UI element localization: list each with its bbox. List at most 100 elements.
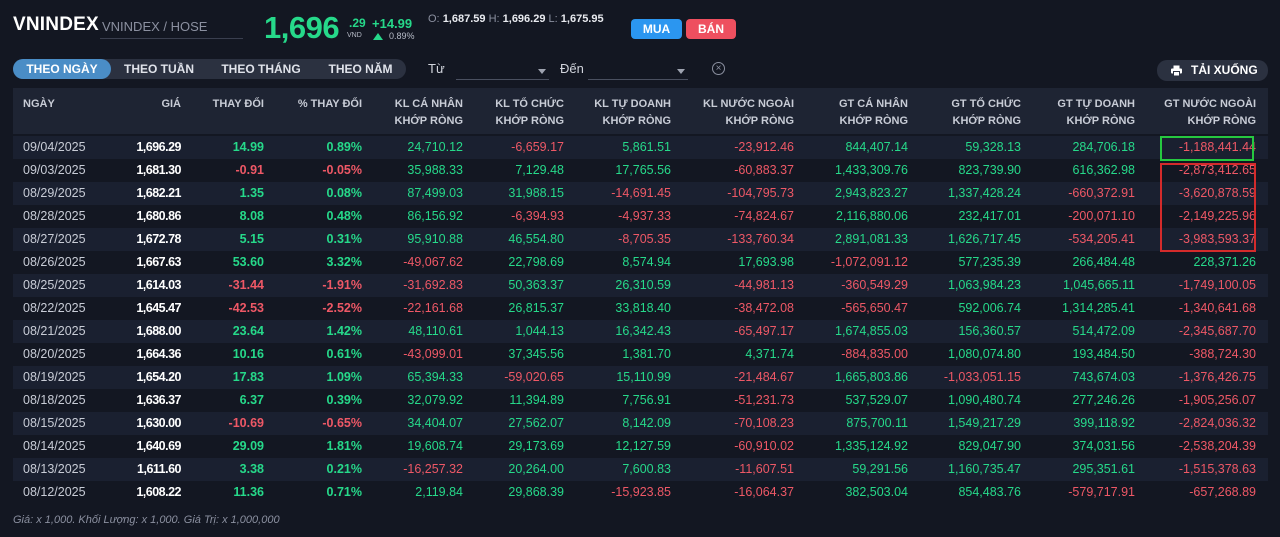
last-price: 1,696: [264, 10, 340, 45]
column-header-kl-nuoc-ngoai: KL NƯỚC NGOÀI KHỚP RÒNG: [674, 88, 794, 134]
cell-change-pct: 0.21%: [326, 462, 362, 476]
download-button[interactable]: TẢI XUỐNG: [1157, 60, 1268, 81]
cell-kl-ca-nhan: 32,079.92: [407, 393, 463, 407]
cell-change: 1.35: [239, 186, 264, 200]
table-row[interactable]: 08/13/2025 1,611.60 3.38 0.21% -16,257.32 20,…: [13, 458, 1268, 481]
cell-gt-to-chuc: 1,549,217.29: [948, 416, 1021, 430]
cell-kl-nuoc-ngoai: -11,607.51: [735, 462, 794, 476]
table-row[interactable]: 08/15/2025 1,630.00 -10.69 -0.65% 34,404.07 2…: [13, 412, 1268, 435]
table-row[interactable]: 08/19/2025 1,654.20 17.83 1.09% 65,394.33 -59…: [13, 366, 1268, 389]
cell-gt-nuoc-ngoai: -3,983,593.37: [1178, 232, 1256, 246]
ohl-summary: O: 1,687.59 H: 1,696.29 L: 1,675.95: [428, 13, 604, 25]
cell-date: 08/15/2025: [23, 416, 86, 430]
symbol-subtitle: VNINDEX / HOSE: [102, 19, 208, 34]
cell-change: 6.37: [239, 393, 264, 407]
cell-gt-tu-doanh: 284,706.18: [1072, 140, 1135, 154]
close-circle-icon[interactable]: ×: [712, 62, 725, 75]
cell-date: 08/25/2025: [23, 278, 86, 292]
cell-price: 1,654.20: [136, 370, 181, 384]
cell-gt-to-chuc: 232,417.01: [958, 209, 1021, 223]
cell-kl-ca-nhan: -22,161.68: [403, 301, 463, 315]
cell-gt-nuoc-ngoai: -2,538,204.39: [1178, 439, 1256, 453]
cell-gt-ca-nhan: -884,835.00: [841, 347, 908, 361]
cell-change: 5.15: [239, 232, 264, 246]
table-row[interactable]: 09/03/2025 1,681.30 -0.91 -0.05% 35,988.33 7,…: [13, 159, 1268, 182]
table-row[interactable]: 08/21/2025 1,688.00 23.64 1.42% 48,110.61 1,0…: [13, 320, 1268, 343]
table-row[interactable]: 08/22/2025 1,645.47 -42.53 -2.52% -22,161.68…: [13, 297, 1268, 320]
cell-kl-to-chuc: 26,815.37: [508, 301, 564, 315]
cell-kl-tu-doanh: 33,818.40: [615, 301, 671, 315]
chevron-down-icon: [538, 69, 546, 74]
cell-gt-to-chuc: 854,483.76: [958, 485, 1021, 499]
tab-yearly[interactable]: THEO NĂM: [328, 62, 393, 76]
cell-change: 11.36: [233, 485, 264, 499]
cell-gt-nuoc-ngoai: -2,149,225.96: [1178, 209, 1256, 223]
cell-price: 1,682.21: [136, 186, 181, 200]
cell-gt-tu-doanh: 266,484.48: [1072, 255, 1135, 269]
cell-kl-to-chuc: 29,868.39: [508, 485, 564, 499]
column-header-change: THAY ĐỔI: [144, 88, 264, 134]
table-row[interactable]: 08/29/2025 1,682.21 1.35 0.08% 87,499.03 31,9…: [13, 182, 1268, 205]
cell-gt-tu-doanh: 1,045,665.11: [1062, 278, 1135, 292]
table-row[interactable]: 09/04/2025 1,696.29 14.99 0.89% 24,710.12 -6,…: [13, 136, 1268, 159]
cell-gt-nuoc-ngoai: -1,515,378.63: [1178, 462, 1256, 476]
cell-kl-ca-nhan: 2,119.84: [415, 485, 463, 499]
cell-kl-tu-doanh: 16,342.43: [615, 324, 671, 338]
cell-gt-ca-nhan: 2,891,081.33: [835, 232, 908, 246]
from-date-picker[interactable]: [456, 59, 549, 80]
cell-date: 08/26/2025: [23, 255, 86, 269]
cell-kl-tu-doanh: 12,127.59: [615, 439, 671, 453]
column-header-label: NGÀY: [23, 98, 55, 110]
cell-kl-nuoc-ngoai: -104,795.73: [727, 186, 794, 200]
table-row[interactable]: 08/18/2025 1,636.37 6.37 0.39% 32,079.92 11,3…: [13, 389, 1268, 412]
table-row[interactable]: 08/27/2025 1,672.78 5.15 0.31% 95,910.88 46,5…: [13, 228, 1268, 251]
table-row[interactable]: 08/20/2025 1,664.36 10.16 0.61% -43,099.01 37…: [13, 343, 1268, 366]
to-date-picker[interactable]: [588, 59, 688, 80]
price-change-pct: 0.89%: [389, 31, 415, 41]
cell-kl-to-chuc: 22,798.69: [508, 255, 564, 269]
cell-price: 1,614.03: [136, 278, 181, 292]
cell-change: 14.99: [232, 140, 264, 154]
table-row[interactable]: 08/14/2025 1,640.69 29.09 1.81% 19,608.74 29,…: [13, 435, 1268, 458]
cell-gt-ca-nhan: 1,665,803.86: [835, 370, 908, 384]
cell-kl-tu-doanh: 7,600.83: [622, 462, 671, 476]
table-row[interactable]: 08/25/2025 1,614.03 -31.44 -1.91% -31,692.83…: [13, 274, 1268, 297]
tab-monthly[interactable]: THEO THÁNG: [221, 62, 301, 76]
table-row[interactable]: 08/26/2025 1,667.63 53.60 3.32% -49,067.62 22…: [13, 251, 1268, 274]
printer-icon: [1171, 65, 1182, 76]
cell-change-pct: 1.42%: [326, 324, 362, 338]
table-row[interactable]: 08/28/2025 1,680.86 8.08 0.48% 86,156.92 -6,3…: [13, 205, 1268, 228]
cell-gt-nuoc-ngoai: 228,371.26: [1193, 255, 1256, 269]
column-header-label: KL TỰ DOANH: [594, 98, 671, 110]
tab-weekly[interactable]: THEO TUẦN: [124, 62, 194, 76]
cell-gt-to-chuc: 823,739.90: [958, 163, 1021, 177]
column-header-sublabel: KHỚP RÒNG: [725, 115, 794, 127]
cell-gt-ca-nhan: 2,116,880.06: [835, 209, 908, 223]
cell-gt-to-chuc: 577,235.39: [958, 255, 1021, 269]
cell-change: 8.08: [239, 209, 264, 223]
tab-daily[interactable]: THEO NGÀY: [13, 59, 111, 79]
cell-change-pct: 0.89%: [326, 140, 362, 154]
cell-gt-tu-doanh: 514,472.09: [1072, 324, 1135, 338]
cell-kl-tu-doanh: 8,142.09: [622, 416, 671, 430]
cell-gt-nuoc-ngoai: -388,724.30: [1189, 347, 1256, 361]
sell-button[interactable]: BÁN: [686, 19, 736, 39]
column-header-label: GIÁ: [161, 98, 181, 110]
column-header-price: GIÁ: [61, 88, 181, 134]
cell-date: 08/28/2025: [23, 209, 86, 223]
column-header-gt-to-chuc: GT TỔ CHỨC KHỚP RÒNG: [901, 88, 1021, 134]
cell-gt-nuoc-ngoai: -1,376,426.75: [1178, 370, 1256, 384]
arrow-up-icon: [373, 33, 383, 40]
table-row[interactable]: 08/12/2025 1,608.22 11.36 0.71% 2,119.84 29,8…: [13, 481, 1268, 504]
cell-gt-nuoc-ngoai: -1,188,441.44: [1178, 140, 1256, 154]
cell-gt-to-chuc: 1,063,984.23: [948, 278, 1021, 292]
buy-button[interactable]: MUA: [631, 19, 682, 39]
cell-kl-nuoc-ngoai: -44,981.13: [734, 278, 794, 292]
cell-kl-to-chuc: 37,345.56: [508, 347, 564, 361]
cell-price: 1,640.69: [136, 439, 181, 453]
column-header-kl-tu-doanh: KL TỰ DOANH KHỚP RÒNG: [551, 88, 671, 134]
cell-kl-tu-doanh: 5,861.51: [622, 140, 671, 154]
cell-gt-nuoc-ngoai: -1,749,100.05: [1178, 278, 1256, 292]
cell-price: 1,667.63: [136, 255, 181, 269]
cell-kl-to-chuc: 7,129.48: [515, 163, 564, 177]
